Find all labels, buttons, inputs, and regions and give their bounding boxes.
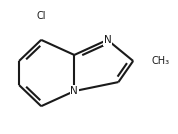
Text: CH₃: CH₃ — [151, 56, 170, 66]
Text: N: N — [70, 86, 78, 96]
Text: N: N — [104, 35, 111, 45]
Text: Cl: Cl — [36, 11, 46, 21]
